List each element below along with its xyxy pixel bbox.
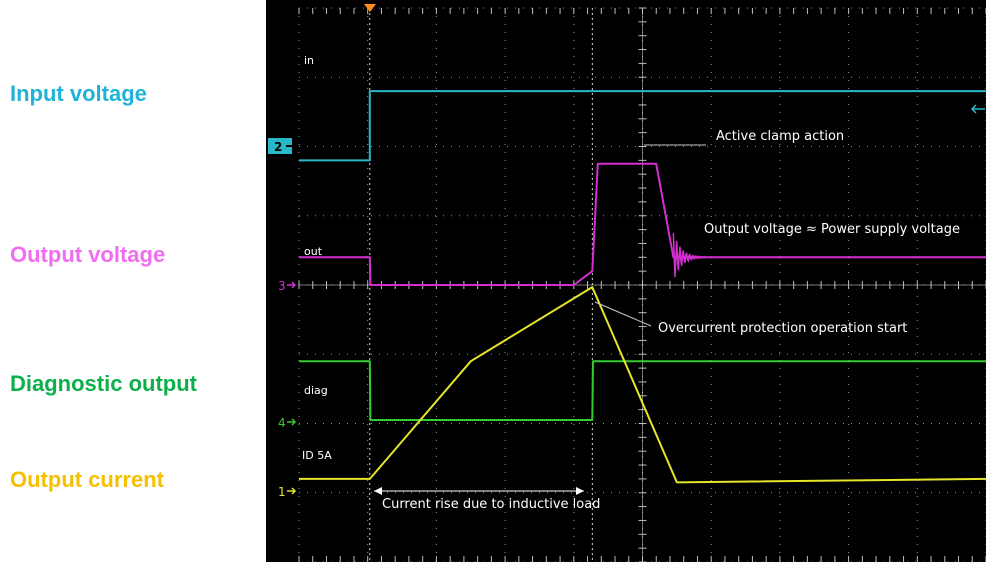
legend-output-voltage: Output voltage	[10, 242, 166, 267]
channel-marker-4: 4	[278, 416, 297, 430]
input-offscreen-arrow-icon	[970, 104, 985, 114]
trigger-marker	[364, 4, 376, 12]
legend-input-voltage: Input voltage	[10, 81, 147, 106]
trace-output-current	[299, 286, 986, 484]
svg-text:1: 1	[278, 485, 286, 499]
svg-text:3: 3	[278, 279, 286, 293]
annotation-current-rise: Current rise due to inductive load	[382, 497, 600, 512]
svg-text:4: 4	[278, 416, 286, 430]
current-rise-span-arrow	[374, 487, 584, 495]
legend-output-current: Output current	[10, 467, 164, 492]
trace-input-voltage	[299, 90, 986, 162]
channel-marker-2: 2	[268, 138, 292, 154]
annotation-active-clamp: Active clamp action	[716, 129, 844, 144]
legend-diagnostic-output: Diagnostic output	[10, 371, 197, 396]
channel-marker-3: 3	[278, 279, 297, 293]
oscilloscope-screen: in out diag ID 5A 2 3 4 1 Active clamp a…	[266, 0, 986, 562]
channel-marker-1: 1	[278, 485, 297, 499]
trace-label-in: in	[304, 54, 314, 67]
overcurrent-leader	[594, 301, 652, 327]
annotation-power-supply: Output voltage ≈ Power supply voltage	[704, 222, 960, 237]
trace-label-out: out	[304, 245, 323, 258]
annotation-overcurrent: Overcurrent protection operation start	[658, 321, 907, 336]
trace-label-current: ID 5A	[302, 449, 332, 462]
trace-diagnostic-output	[299, 360, 986, 421]
svg-text:2: 2	[274, 140, 282, 154]
scope-traces	[299, 90, 986, 484]
trace-output-ringing	[672, 233, 707, 278]
scope-background	[266, 0, 986, 562]
trace-label-diag: diag	[304, 384, 328, 397]
